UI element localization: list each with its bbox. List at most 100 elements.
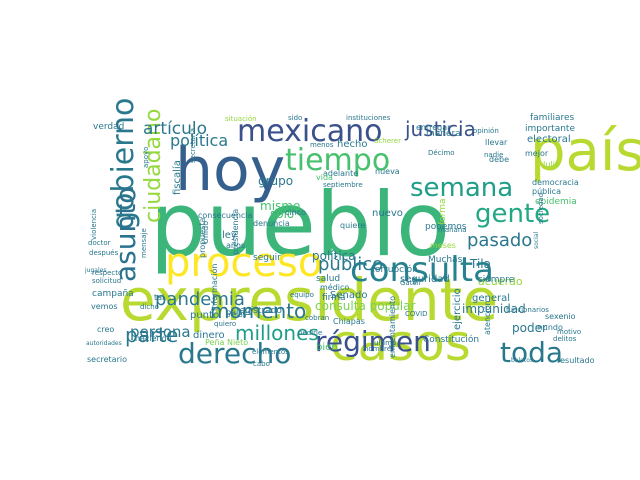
cloud-word: jugales — [84, 267, 106, 274]
cloud-word: social — [533, 232, 540, 249]
cloud-word: gente — [475, 199, 550, 229]
cloud-word: epidemia — [535, 197, 577, 207]
cloud-word: boletos — [511, 357, 533, 364]
cloud-word: elementos — [252, 348, 289, 356]
cloud-word: propuesta — [198, 218, 207, 258]
cloud-word: expresidente — [120, 266, 498, 334]
cloud-word: impunidad — [462, 302, 526, 316]
cloud-word: política — [312, 249, 356, 263]
cloud-word: años — [226, 241, 245, 250]
cloud-word: dicho — [140, 303, 159, 311]
cloud-word: artículo — [143, 119, 207, 139]
cloud-word: ciudadano — [141, 109, 166, 223]
cloud-word: seguridad — [400, 274, 450, 285]
cloud-word: ultima — [374, 339, 396, 347]
cloud-word: información — [209, 264, 219, 311]
cloud-word: pesos — [226, 311, 247, 319]
cloud-word: nuevo — [372, 208, 403, 219]
cloud-word: siempre — [478, 275, 515, 285]
cloud-word: pedirle — [298, 329, 322, 337]
cloud-word: seguir — [253, 253, 281, 263]
cloud-word: países — [226, 308, 251, 317]
cloud-word: mexicano — [237, 114, 383, 149]
cloud-word: millones — [235, 321, 319, 345]
cloud-word: quiere — [340, 221, 365, 230]
cloud-word: respecto — [92, 269, 122, 277]
cloud-word: secretario — [87, 355, 127, 364]
cloud-word: adelante — [323, 169, 358, 178]
cloud-word: atención — [482, 300, 492, 335]
cloud-word: médico — [320, 282, 349, 292]
cloud-word: fiscalía — [171, 160, 183, 195]
cloud-word: democracia — [532, 178, 579, 187]
cloud-word: país — [530, 119, 640, 184]
cloud-word: vida — [316, 173, 333, 182]
cloud-word: opinión — [473, 127, 499, 135]
cloud-word: hecho — [337, 139, 367, 150]
cloud-word: público — [318, 254, 383, 275]
cloud-word: sociedad — [537, 193, 545, 224]
cloud-word: Unido — [201, 221, 210, 244]
cloud-word: hoy — [175, 135, 285, 205]
cloud-word: cinco — [285, 208, 306, 217]
cloud-word: Tila — [469, 257, 491, 271]
cloud-word: COVID — [405, 310, 428, 318]
cloud-word: apoyo — [142, 147, 150, 168]
cloud-word: grupo — [258, 174, 293, 188]
cloud-word: política — [170, 131, 228, 150]
cloud-word: punto — [190, 310, 219, 321]
cloud-word: verdad — [93, 122, 124, 132]
cloud-word: electoral — [527, 134, 571, 145]
cloud-word: toda — [500, 336, 563, 369]
cloud-word: tiempo — [285, 143, 390, 178]
cloud-word: nueva — [375, 167, 400, 176]
cloud-word: acuerdo — [478, 275, 523, 288]
cloud-word: consulta — [350, 250, 494, 290]
cloud-word: ejercicio — [452, 288, 463, 330]
cloud-word: persona — [130, 323, 191, 341]
cloud-word: familiares — [530, 113, 575, 123]
cloud-word: mismo — [260, 199, 300, 213]
cloud-word: general — [472, 293, 510, 304]
cloud-word: mundo — [535, 323, 563, 332]
cloud-word: manera — [426, 129, 461, 139]
cloud-word: régimen — [315, 325, 431, 358]
cloud-word: llevar — [485, 138, 508, 147]
cloud-word: creo — [97, 325, 114, 334]
cloud-word: consecuencia — [198, 211, 253, 220]
cloud-word: secretaria — [189, 128, 197, 163]
cloud-word: quiero — [214, 320, 236, 328]
cloud-word: sexenio — [545, 312, 576, 321]
cloud-word: haciendo — [135, 334, 172, 343]
cloud-word: vemos — [91, 302, 118, 311]
cloud-word: después — [89, 249, 119, 257]
cloud-word: asunto — [109, 187, 142, 282]
cloud-word: sido — [288, 114, 302, 122]
cloud-word: ley — [222, 230, 237, 241]
cloud-word: justicia — [404, 117, 476, 141]
cloud-word: autoridades — [86, 340, 122, 347]
cloud-word: mensaje — [140, 228, 148, 258]
cloud-word: presidencia — [231, 209, 240, 255]
cloud-word: Peña Nieto — [205, 338, 248, 347]
cloud-word: nombre — [364, 345, 391, 353]
cloud-word: forma — [438, 199, 448, 226]
cloud-word: campaña — [92, 289, 134, 299]
cloud-word: Scherer — [374, 137, 401, 145]
cloud-word: pasado — [467, 230, 532, 251]
cloud-word: mañana — [438, 226, 467, 234]
cloud-word: enfrentamiento — [388, 296, 397, 358]
cloud-word: momento — [210, 299, 306, 323]
cloud-word: corrupción — [370, 264, 418, 275]
cloud-word: violencia — [90, 209, 98, 240]
cloud-word: tal — [154, 293, 164, 302]
cloud-word: bien — [316, 342, 338, 353]
cloud-word: situación — [225, 115, 257, 123]
cloud-word: semana — [410, 173, 513, 203]
cloud-word: Gatell — [400, 279, 421, 287]
cloud-word: dinero — [193, 330, 225, 341]
cloud-word: delitos — [553, 335, 577, 343]
cloud-word: firma — [322, 293, 346, 303]
cloud-word: nadie — [484, 151, 503, 159]
